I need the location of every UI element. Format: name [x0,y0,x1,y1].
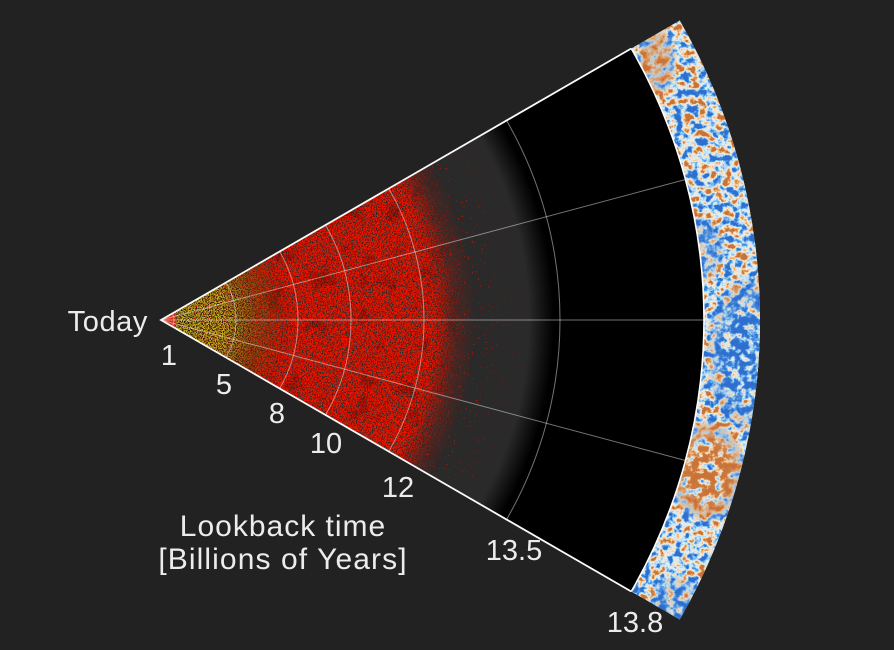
svg-text:[Billions of Years]: [Billions of Years] [158,543,407,576]
svg-text:8: 8 [269,398,285,430]
svg-text:5: 5 [216,369,232,401]
svg-text:Lookback time: Lookback time [180,510,386,543]
svg-text:10: 10 [310,428,342,460]
svg-text:13.5: 13.5 [486,535,542,567]
svg-text:Today: Today [68,306,148,338]
svg-text:13.8: 13.8 [607,607,663,639]
svg-text:12: 12 [382,472,414,504]
svg-text:1: 1 [161,340,177,372]
